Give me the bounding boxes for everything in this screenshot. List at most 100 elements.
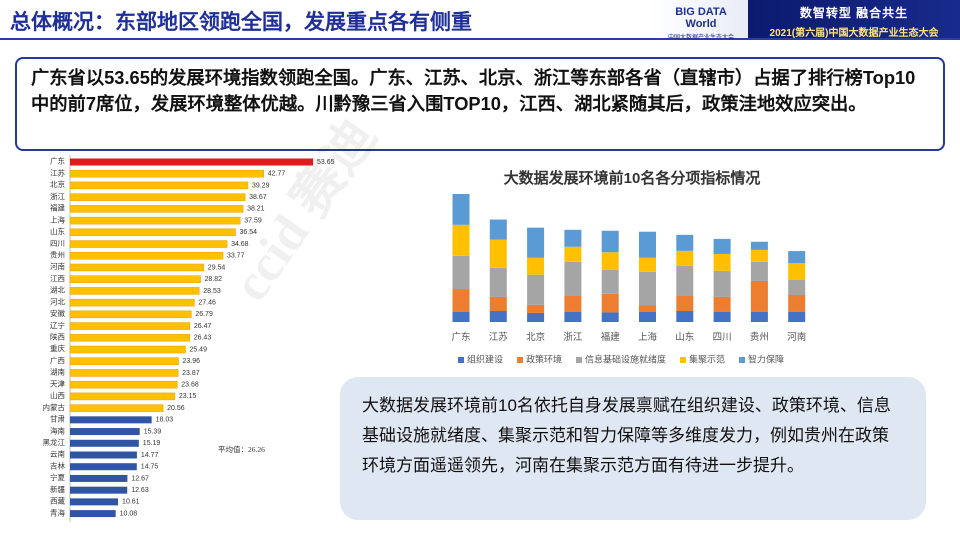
bar-segment — [750, 261, 768, 281]
value-label: 28.82 — [205, 276, 223, 283]
legend-label: 智力保障 — [748, 353, 784, 364]
category-label: 甘肃 — [50, 414, 65, 424]
bar — [69, 298, 195, 307]
bar — [69, 392, 176, 401]
bar-segment — [489, 296, 507, 312]
bar-segment — [676, 265, 694, 296]
bar-segment — [489, 311, 507, 322]
legend-label: 政策环境 — [526, 353, 562, 364]
bar-segment — [489, 219, 507, 240]
legend-label: 信息基础设施就绪度 — [585, 353, 666, 364]
category-label: 浙江 — [563, 331, 583, 343]
value-label: 20.56 — [167, 405, 185, 412]
category-label: 陕西 — [50, 332, 65, 342]
bar-segment — [713, 311, 731, 322]
category-label: 内蒙古 — [43, 402, 66, 412]
bar-segment — [489, 239, 507, 268]
bar — [70, 510, 116, 518]
category-label: 福建 — [601, 331, 621, 343]
bar-segment — [527, 257, 545, 275]
bar-segment — [564, 246, 582, 262]
value-label: 25.49 — [189, 346, 207, 353]
value-label: 53.65 — [317, 159, 335, 166]
value-label: 27.46 — [198, 299, 216, 306]
category-label: 宁夏 — [50, 472, 65, 482]
category-label: 海南 — [50, 425, 65, 435]
slogan: 数智转型 融合共生 — [799, 6, 909, 20]
bar — [69, 334, 190, 342]
bar — [69, 404, 164, 412]
category-label: 四川 — [50, 239, 65, 248]
bar-segment — [750, 311, 768, 322]
value-label: 23.96 — [183, 358, 201, 365]
category-label: 黑龙江 — [43, 437, 66, 447]
bar-segment — [601, 293, 619, 313]
logo-text: BIG DATA World — [675, 6, 727, 30]
value-label: 39.29 — [252, 182, 270, 189]
slide-title: 总体概况：东部地区领跑全国，发展重点各有侧重 — [10, 11, 472, 34]
legend-swatch — [576, 357, 582, 363]
value-label: 10.08 — [120, 510, 138, 517]
bar — [69, 169, 264, 178]
value-label: 38.21 — [247, 206, 265, 213]
value-label: 14.75 — [141, 464, 159, 471]
category-label: 山东 — [50, 226, 65, 236]
bar-segment — [639, 231, 656, 258]
bar-segment — [527, 304, 545, 313]
category-label: 上海 — [50, 214, 65, 224]
bar-segment — [750, 280, 768, 312]
bar — [70, 463, 137, 471]
bar-segment — [601, 230, 619, 253]
category-label: 湖北 — [50, 286, 65, 295]
bar-segment — [676, 295, 694, 312]
category-label: 辽宁 — [50, 320, 65, 330]
bar — [69, 252, 224, 260]
value-label: 37.59 — [244, 217, 262, 224]
bar-segment — [527, 312, 545, 322]
bar-segment — [452, 255, 470, 290]
bar-segment — [639, 305, 656, 312]
legend-swatch — [739, 357, 745, 363]
value-label: 23.15 — [179, 393, 197, 400]
bar — [70, 416, 152, 424]
bar-segment — [788, 279, 806, 296]
bar-segment — [452, 224, 470, 256]
value-label: 29.54 — [208, 264, 226, 271]
category-label: 重庆 — [50, 343, 65, 353]
bar-segment — [639, 271, 656, 306]
bar — [70, 474, 128, 482]
bar-segment — [713, 238, 731, 254]
legend-label: 组织建设 — [467, 353, 503, 364]
bar-segment — [564, 261, 582, 296]
category-label: 吉林 — [50, 460, 65, 470]
category-label: 河南 — [50, 261, 65, 271]
bar — [69, 228, 236, 237]
bar — [69, 369, 179, 377]
bar — [70, 439, 139, 447]
category-label: 安徽 — [50, 308, 65, 318]
value-label: 26.43 — [194, 335, 212, 342]
category-label: 广西 — [50, 355, 65, 365]
category-label: 江苏 — [50, 167, 65, 177]
value-label: 12.67 — [131, 475, 149, 482]
category-label: 河北 — [50, 297, 65, 306]
bar — [69, 263, 205, 272]
bar — [70, 158, 313, 166]
chart-title: 大数据发展环境前10名各分项指标情况 — [504, 169, 761, 187]
legend-swatch — [680, 357, 686, 363]
value-label: 10.61 — [122, 499, 140, 506]
bar-segment — [489, 267, 507, 297]
bar-segment — [452, 194, 470, 225]
category-label: 上海 — [638, 331, 658, 343]
bar — [70, 486, 128, 494]
event-name: 2021(第六届)中国大数据产业生态大会 — [769, 28, 939, 39]
bar-segment — [676, 234, 694, 251]
category-label: 江西 — [50, 274, 65, 283]
value-label: 23.68 — [181, 382, 199, 389]
category-label: 河南 — [787, 331, 806, 343]
value-label: 18.03 — [156, 417, 174, 424]
category-label: 江苏 — [489, 331, 509, 343]
value-label: 38.67 — [249, 194, 267, 201]
